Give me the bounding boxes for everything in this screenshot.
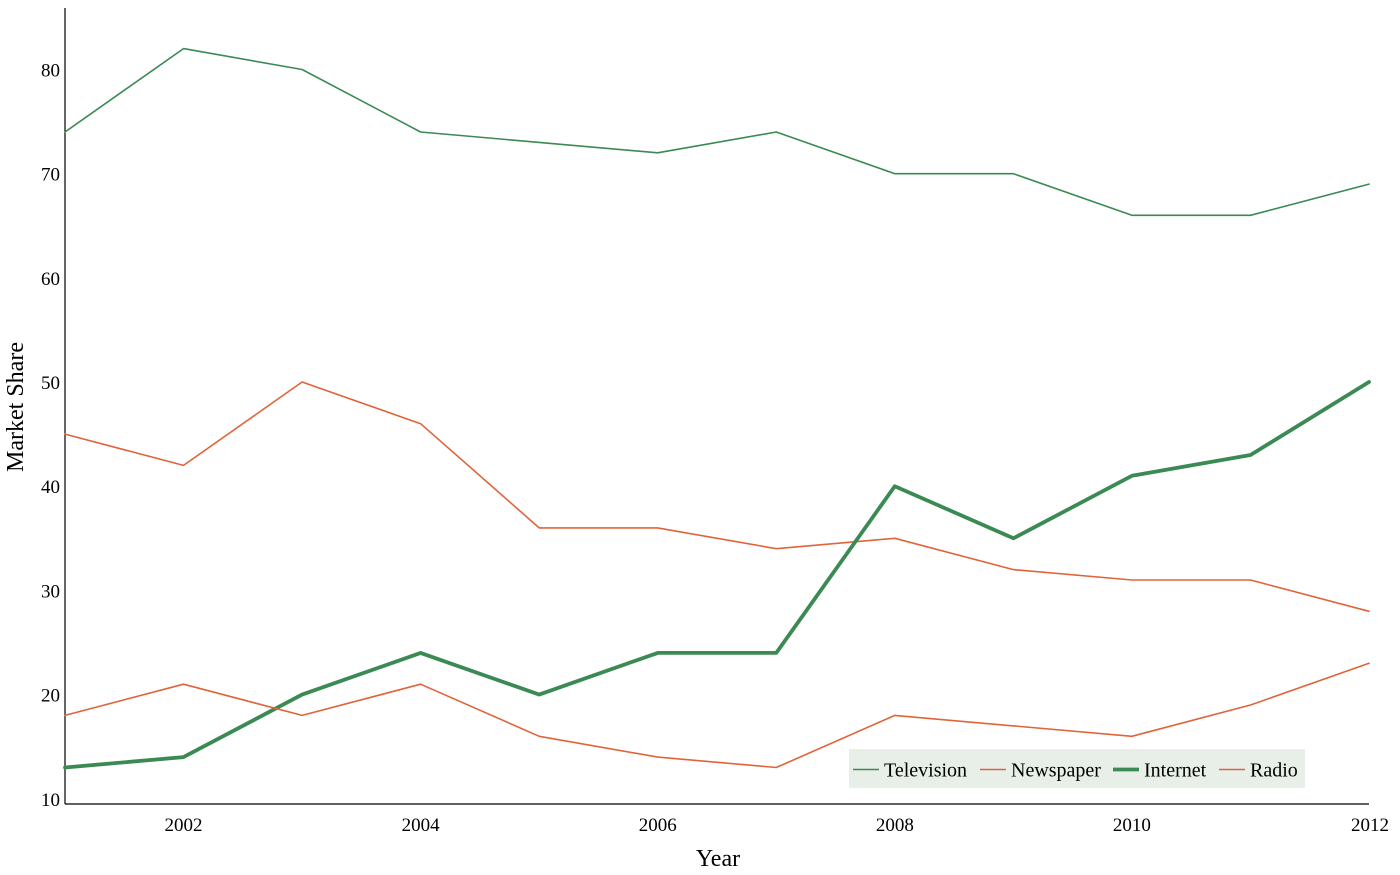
y-tick-label: 20 bbox=[41, 686, 60, 707]
y-axis-title: Market Share bbox=[3, 342, 29, 472]
x-tick-label: 2002 bbox=[165, 815, 203, 836]
series-line-television bbox=[64, 47, 1370, 217]
axes: 10 20 30 40 50 60 70 80 2002 2004 2006 2008 2010 2012 bbox=[41, 8, 1389, 836]
series-line-internet bbox=[63, 380, 1371, 770]
x-tick-label: 2012 bbox=[1351, 815, 1389, 836]
series-line-newspaper bbox=[64, 381, 1370, 613]
x-tick-label: 2008 bbox=[876, 815, 914, 836]
legend-label-internet: Internet bbox=[1144, 760, 1207, 782]
x-tick-label: 2006 bbox=[639, 815, 677, 836]
legend-background bbox=[849, 749, 1305, 788]
legend-label-radio: Radio bbox=[1250, 760, 1298, 782]
y-tick-label: 40 bbox=[41, 477, 60, 498]
x-tick-label: 2010 bbox=[1113, 815, 1151, 836]
y-tick-label: 80 bbox=[41, 60, 60, 81]
y-tick-label: 70 bbox=[41, 165, 60, 186]
x-tick-label: 2004 bbox=[402, 815, 441, 836]
y-tick-label: 30 bbox=[41, 581, 60, 602]
x-axis-title: Year bbox=[696, 846, 740, 872]
y-tick-label: 60 bbox=[41, 269, 60, 290]
legend-label-television: Television bbox=[884, 760, 967, 782]
series-line-radio bbox=[64, 662, 1370, 769]
y-tick-label: 10 bbox=[41, 790, 60, 811]
legend-label-newspaper: Newspaper bbox=[1011, 760, 1101, 782]
legend: Television Newspaper Internet Radio bbox=[849, 749, 1305, 788]
series-layer bbox=[63, 47, 1371, 770]
y-tick-label: 50 bbox=[41, 373, 60, 394]
